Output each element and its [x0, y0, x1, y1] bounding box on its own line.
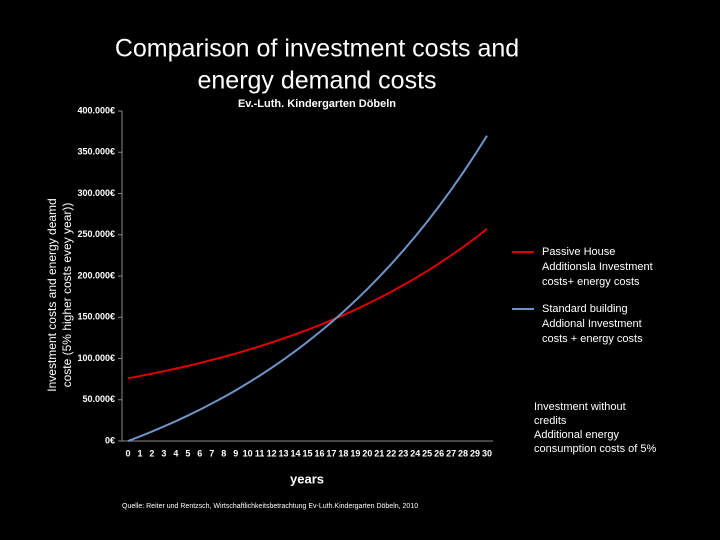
series-line [127, 228, 488, 380]
y-tick-label: 100.000€ [77, 353, 115, 363]
x-tick-label: 12 [267, 448, 277, 458]
x-tick-label: 3 [161, 448, 166, 458]
chart-title: Comparison of investment costs and [115, 35, 519, 63]
x-tick-label: 30 [482, 448, 492, 458]
legend-label: Addional Investment [542, 318, 642, 330]
y-tick-label: 400.000€ [77, 105, 115, 115]
y-tick-label: 300.000€ [77, 188, 115, 198]
x-tick-label: 5 [185, 448, 190, 458]
annotation: credits [534, 415, 567, 427]
x-tick-label: 16 [314, 448, 324, 458]
y-tick-label: 50.000€ [82, 394, 115, 404]
x-tick-label: 24 [410, 448, 420, 458]
x-tick-label: 22 [386, 448, 396, 458]
series-line [127, 135, 488, 442]
x-tick-label: 29 [470, 448, 480, 458]
annotation: consumption costs of 5% [534, 443, 657, 455]
x-tick-label: 17 [326, 448, 336, 458]
x-tick-label: 18 [338, 448, 348, 458]
y-tick-label: 350.000€ [77, 147, 115, 157]
x-tick-label: 19 [350, 448, 360, 458]
x-tick-label: 7 [209, 448, 214, 458]
x-tick-label: 23 [398, 448, 408, 458]
y-tick-label: 150.000€ [77, 312, 115, 322]
x-tick-label: 25 [422, 448, 432, 458]
y-axis-label: Investment costs and energy deamd [45, 198, 59, 391]
x-tick-label: 11 [255, 448, 265, 458]
legend-label: Standard building [542, 303, 628, 315]
x-tick-label: 15 [302, 448, 312, 458]
x-tick-label: 4 [173, 448, 178, 458]
x-tick-label: 14 [291, 448, 301, 458]
x-tick-label: 0 [125, 448, 130, 458]
x-tick-label: 21 [374, 448, 384, 458]
x-tick-label: 20 [362, 448, 372, 458]
legend-label: Passive House [542, 246, 615, 258]
chart-subtitle: Ev.-Luth. Kindergarten Döbeln [238, 98, 396, 110]
x-tick-label: 8 [221, 448, 226, 458]
y-tick-label: 200.000€ [77, 270, 115, 280]
x-tick-label: 2 [149, 448, 154, 458]
x-tick-label: 1 [137, 448, 142, 458]
legend-label: costs+ energy costs [542, 276, 640, 288]
source-note: Quelle: Reiter und Rentzsch, Wirtschaftl… [122, 503, 418, 510]
x-axis-label: years [290, 471, 324, 486]
x-tick-label: 13 [279, 448, 289, 458]
annotation: Investment without [534, 401, 626, 413]
y-tick-label: 0€ [105, 435, 115, 445]
x-tick-label: 27 [446, 448, 456, 458]
legend-label: costs + energy costs [542, 333, 643, 345]
x-tick-label: 26 [434, 448, 444, 458]
x-tick-label: 28 [458, 448, 468, 458]
y-axis-label: coste (5% higher costs evey year)) [60, 203, 74, 388]
chart-title: energy demand costs [197, 67, 436, 95]
x-tick-label: 9 [233, 448, 238, 458]
y-tick-label: 250.000€ [77, 229, 115, 239]
legend-label: Additionsla Investment [542, 261, 653, 273]
x-tick-label: 10 [243, 448, 253, 458]
annotation: Additional energy [534, 429, 620, 441]
x-tick-label: 6 [197, 448, 202, 458]
